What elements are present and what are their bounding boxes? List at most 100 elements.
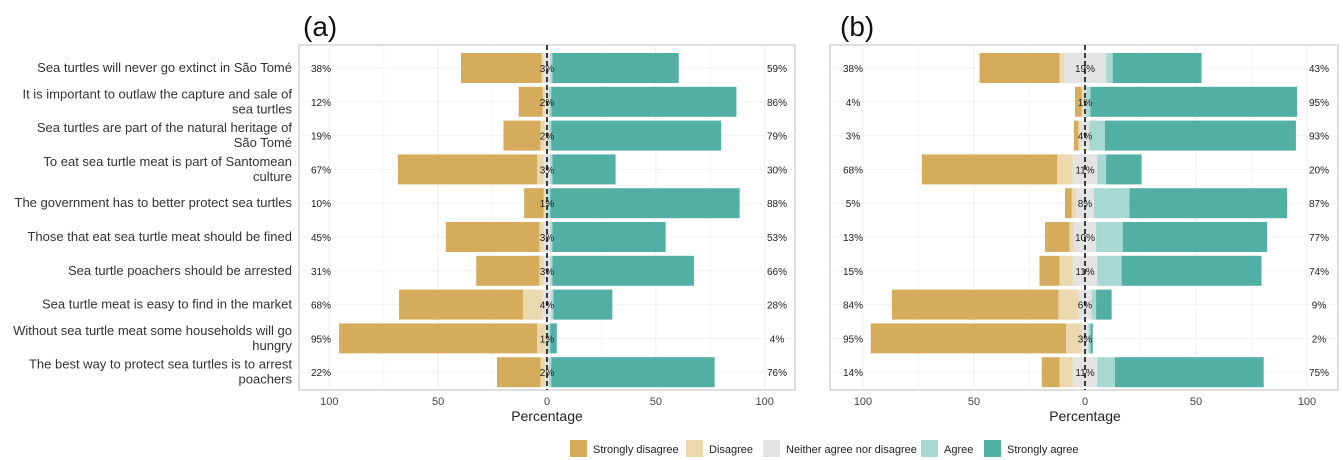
- agree-percent-label: 95%: [1309, 98, 1329, 109]
- agree-percent-label: 87%: [1309, 199, 1329, 210]
- bar-disagree: [1059, 53, 1064, 83]
- bar-strongly-agree: [552, 222, 666, 252]
- statement-label: sea turtles: [232, 101, 292, 116]
- bar-agree: [548, 323, 551, 354]
- bar-strongly-disagree: [476, 255, 540, 286]
- bar-strongly-disagree: [1045, 222, 1070, 252]
- bar-agree: [548, 188, 551, 219]
- panel-b-frame: [829, 44, 1339, 391]
- legend-label: Disagree: [709, 444, 753, 456]
- agree-percent-label: 2%: [1312, 334, 1327, 345]
- bar-disagree: [523, 289, 543, 320]
- agree-percent-label: 43%: [1309, 64, 1329, 75]
- bar-disagree: [1066, 323, 1082, 354]
- disagree-percent-label: 13%: [843, 233, 863, 244]
- disagree-percent-label: 12%: [311, 98, 331, 109]
- bar-disagree: [1081, 86, 1084, 117]
- x-tick-label: 100: [320, 396, 338, 408]
- agree-percent-label: 86%: [767, 98, 787, 109]
- bar-neither-agree-nor-disagree: [1081, 323, 1089, 354]
- bar-strongly-disagree: [979, 53, 1060, 83]
- bar-strongly-agree: [1129, 188, 1288, 219]
- bar-agree: [550, 222, 553, 252]
- neutral-percent-label: 11%: [1075, 165, 1094, 176]
- panel-a-x-axis-title: Percentage: [511, 408, 583, 424]
- disagree-percent-label: 19%: [311, 132, 331, 143]
- bar-agree: [1096, 222, 1123, 252]
- bar-strongly-disagree: [870, 323, 1067, 354]
- statement-label: Without sea turtle meat some households …: [13, 323, 292, 338]
- legend-swatch: [921, 440, 938, 457]
- statement-label: The best way to protect sea turtles is t…: [29, 357, 292, 372]
- panel-b-x-axis-title: Percentage: [1049, 408, 1121, 424]
- legend-label: Strongly agree: [1007, 444, 1079, 456]
- bar-strongly-disagree: [1073, 120, 1079, 151]
- statement-label: Sea turtles are part of the natural heri…: [37, 120, 292, 135]
- statement-label: To eat sea turtle meat is part of Santom…: [43, 154, 292, 169]
- bar-agree: [1088, 323, 1091, 354]
- agree-percent-label: 75%: [1309, 368, 1329, 379]
- x-tick-label: 50: [650, 396, 662, 408]
- bar-strongly-disagree: [891, 289, 1059, 320]
- bar-disagree: [1059, 357, 1073, 388]
- agree-percent-label: 77%: [1309, 233, 1329, 244]
- bar-strongly-agree: [550, 323, 557, 354]
- agree-percent-label: 66%: [767, 267, 787, 278]
- bar-strongly-agree: [1104, 120, 1296, 151]
- statement-label: São Tomé: [234, 135, 292, 150]
- x-tick-label: 50: [1190, 396, 1202, 408]
- disagree-percent-label: 68%: [311, 301, 331, 312]
- bar-disagree: [1078, 120, 1081, 151]
- bar-agree: [1097, 357, 1115, 388]
- bar-disagree: [1069, 222, 1074, 252]
- agree-percent-label: 28%: [767, 301, 787, 312]
- agree-percent-label: 76%: [767, 368, 787, 379]
- bar-disagree: [1057, 154, 1073, 185]
- disagree-percent-label: 95%: [311, 334, 331, 345]
- bar-neither-agree-nor-disagree: [545, 323, 549, 354]
- bar-strongly-disagree: [339, 323, 538, 354]
- bar-agree: [1089, 120, 1105, 151]
- legend-swatch: [570, 440, 587, 457]
- bar-disagree: [540, 120, 545, 151]
- bar-disagree: [542, 86, 545, 117]
- legend-label: Agree: [944, 444, 973, 456]
- bar-agree: [550, 255, 553, 286]
- bar-agree: [1093, 188, 1130, 219]
- statement-label: Sea turtle poachers should be arrested: [68, 263, 292, 278]
- legend-label: Neither agree nor disagree: [786, 444, 917, 456]
- bar-agree: [551, 289, 554, 320]
- bar-strongly-agree: [1106, 154, 1142, 185]
- bar-strongly-disagree: [1075, 86, 1082, 117]
- disagree-percent-label: 45%: [311, 233, 331, 244]
- disagree-percent-label: 15%: [843, 267, 863, 278]
- bar-strongly-disagree: [518, 86, 543, 117]
- disagree-percent-label: 22%: [311, 368, 331, 379]
- statement-label: Those that eat sea turtle meat should be…: [27, 229, 292, 244]
- statement-labels: Sea turtles will never go extinct in São…: [13, 60, 292, 387]
- bar-strongly-agree: [1112, 53, 1202, 83]
- bar-strongly-agree: [552, 154, 616, 185]
- disagree-percent-label: 10%: [311, 199, 331, 210]
- legend-label: Strongly disagree: [593, 444, 679, 456]
- neutral-percent-label: 3%: [1078, 334, 1093, 345]
- bar-strongly-agree: [551, 120, 722, 151]
- bar-agree: [549, 357, 552, 388]
- agree-percent-label: 9%: [1312, 301, 1327, 312]
- bar-neither-agree-nor-disagree: [543, 53, 551, 83]
- agree-percent-label: 93%: [1309, 132, 1329, 143]
- disagree-percent-label: 95%: [843, 334, 863, 345]
- x-tick-label: 50: [432, 396, 444, 408]
- disagree-percent-label: 38%: [311, 64, 331, 75]
- bar-agree: [1097, 255, 1122, 286]
- statement-label: The government has to better protect sea…: [15, 195, 293, 210]
- neutral-percent-label: 4%: [540, 301, 555, 312]
- agree-percent-label: 74%: [1309, 267, 1329, 278]
- bar-strongly-agree: [1090, 86, 1298, 117]
- bar-agree: [549, 86, 552, 117]
- legend-swatch: [763, 440, 780, 457]
- neutral-percent-label: 8%: [1078, 199, 1093, 210]
- x-tick-label: 100: [854, 396, 872, 408]
- agree-percent-label: 79%: [767, 132, 787, 143]
- bar-strongly-agree: [1090, 323, 1093, 354]
